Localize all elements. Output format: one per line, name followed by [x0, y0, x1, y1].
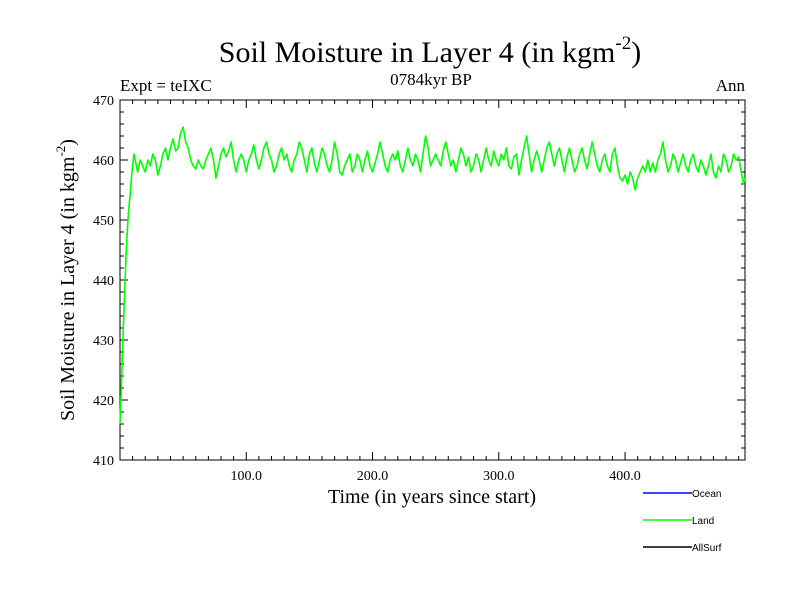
- y-tick-label: 470: [93, 94, 114, 109]
- y-axis-label: Soil Moisture in Layer 4 (in kgm-2): [53, 139, 79, 421]
- y-tick-label: 450: [93, 214, 114, 229]
- x-tick-label: 300.0: [483, 469, 515, 484]
- y-tick-label: 430: [93, 334, 114, 349]
- legend-label-allsurf: AllSurf: [692, 543, 722, 554]
- x-tick-label: 100.0: [231, 469, 263, 484]
- x-axis-tick-labels: 100.0 200.0 300.0 400.0: [231, 469, 641, 484]
- legend-label-land: Land: [692, 516, 714, 527]
- plot-frame: [119, 99, 746, 461]
- y-tick-label: 460: [93, 154, 114, 169]
- x-axis-ticks: [132, 100, 740, 460]
- y-axis-tick-labels: 410 420 430 440 450 460 470: [93, 94, 114, 469]
- x-tick-label: 400.0: [609, 469, 641, 484]
- series-layer: [119, 126, 746, 425]
- chart-title-superscript: -2: [615, 33, 631, 54]
- chart-title: Soil Moisture in Layer 4 (in kgm-2): [219, 33, 641, 69]
- y-axis-label-close: ): [57, 139, 79, 146]
- y-tick-label: 440: [93, 274, 114, 289]
- x-axis-label: Time (in years since start): [328, 486, 536, 508]
- chart-title-main: Soil Moisture in Layer 4 (in kgm: [219, 36, 616, 69]
- legend-label-ocean: Ocean: [692, 489, 721, 500]
- y-axis-label-superscript: -2: [53, 146, 68, 157]
- chart-title-close: ): [631, 36, 641, 69]
- experiment-label: Expt = teIXC: [120, 76, 212, 95]
- period-label: 0784kyr BP: [390, 70, 472, 89]
- y-tick-label: 420: [93, 394, 114, 409]
- series-line-land: [119, 126, 746, 425]
- y-axis-label-main: Soil Moisture in Layer 4 (in kgm: [57, 156, 79, 421]
- y-tick-label: 410: [93, 454, 114, 469]
- x-tick-label: 200.0: [357, 469, 389, 484]
- season-label: Ann: [716, 76, 746, 95]
- legend: Ocean Land AllSurf: [643, 489, 722, 554]
